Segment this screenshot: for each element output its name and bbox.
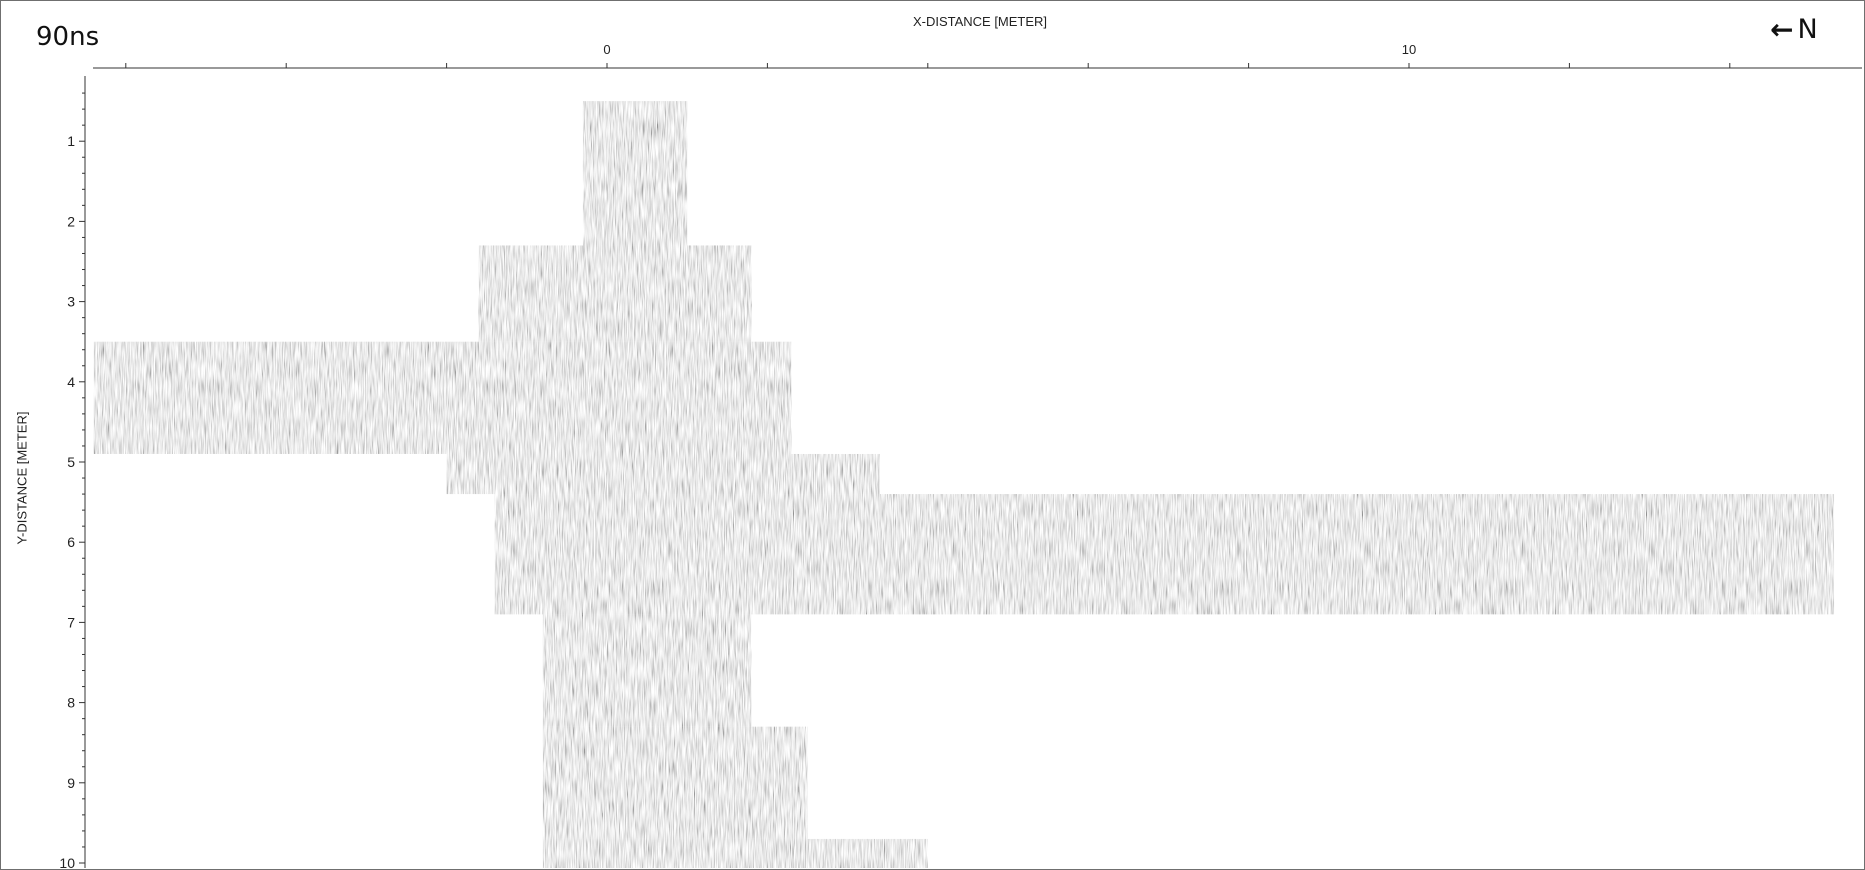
anomaly-halo: [463, 191, 543, 251]
x-axis-title: X-DISTANCE [METER]: [912, 14, 1048, 29]
y-tick-label: 3: [67, 294, 75, 310]
survey-coverage-block: [446, 453, 880, 495]
survey-coverage-block: [542, 838, 928, 868]
time-slice-label: 90ns: [36, 22, 100, 52]
x-tick-label: 10: [1402, 42, 1416, 57]
survey-coverage: [93, 101, 1835, 868]
survey-coverage-block: [582, 101, 688, 246]
y-tick-label: 2: [67, 213, 75, 229]
y-tick-label: 8: [67, 695, 75, 711]
survey-coverage-block: [542, 726, 808, 839]
y-tick-label: 1: [67, 133, 75, 149]
north-label: N: [1797, 14, 1818, 45]
survey-coverage-block: [494, 494, 1835, 615]
survey-coverage-block: [542, 614, 752, 727]
survey-coverage-block: [93, 341, 792, 454]
anomaly-core: [480, 205, 525, 239]
y-tick-label: 4: [67, 374, 75, 390]
y-tick-label: 7: [67, 614, 75, 630]
y-tick-label: 9: [67, 775, 75, 791]
left-arrow-icon: ←: [1770, 12, 1794, 46]
survey-coverage-block: [478, 245, 752, 342]
y-tick-label: 6: [67, 534, 75, 550]
y-tick-label: 10: [59, 855, 75, 870]
y-tick-label: 5: [67, 454, 75, 470]
north-indicator: ← N: [1770, 14, 1818, 45]
axes: 0 10 1 2 3 4 5 6 7 8 9 10: [59, 42, 1862, 870]
x-tick-label: 0: [603, 42, 610, 57]
